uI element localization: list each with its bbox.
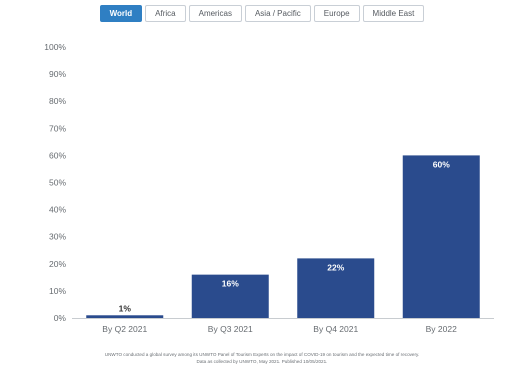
- y-tick-label: 10%: [49, 286, 66, 296]
- y-tick-label: 0%: [54, 313, 67, 323]
- x-tick-label: By Q4 2021: [313, 324, 358, 334]
- x-tick-label: By 2022: [426, 324, 457, 334]
- data-label: 16%: [222, 279, 239, 289]
- region-tab-bar: World Africa Americas Asia / Pacific Eur…: [0, 5, 524, 22]
- tab-europe[interactable]: Europe: [313, 5, 360, 22]
- tab-americas[interactable]: Americas: [188, 5, 242, 22]
- tab-world[interactable]: World: [99, 5, 143, 22]
- data-label: 1%: [119, 303, 132, 313]
- y-tick-label: 100%: [44, 42, 66, 52]
- y-tick-label: 20%: [49, 259, 66, 269]
- tab-middle-east[interactable]: Middle East: [362, 5, 425, 22]
- x-tick-label: By Q2 2021: [102, 324, 147, 334]
- bar: [86, 315, 164, 318]
- footnote-date: Data as collected by UNWTO, May 2021. Pu…: [196, 359, 328, 364]
- footnote-source: UNWTO conducted a global survey among it…: [104, 352, 420, 357]
- x-tick-label: By Q3 2021: [208, 324, 253, 334]
- bar: [402, 155, 480, 318]
- data-label: 22%: [327, 262, 344, 272]
- y-tick-label: 60%: [49, 150, 66, 160]
- y-tick-label: 80%: [49, 96, 66, 106]
- bar: [297, 258, 375, 318]
- y-tick-label: 50%: [49, 178, 66, 188]
- y-tick-label: 90%: [49, 69, 66, 79]
- tab-asia-pacific[interactable]: Asia / Pacific: [244, 5, 311, 22]
- y-tick-label: 30%: [49, 232, 66, 242]
- tab-africa[interactable]: Africa: [145, 5, 186, 22]
- data-label: 60%: [433, 159, 450, 169]
- bar: [191, 274, 269, 318]
- y-tick-label: 40%: [49, 205, 66, 215]
- y-tick-label: 70%: [49, 123, 66, 133]
